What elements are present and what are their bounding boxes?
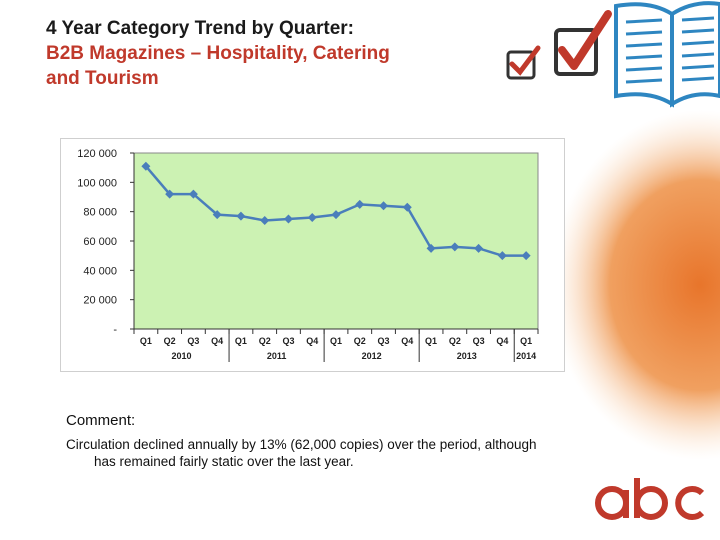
data-point — [307, 213, 317, 223]
title-line-3: and Tourism — [46, 68, 159, 89]
page-title: 4 Year Category Trend by Quarter: B2B Ma… — [46, 16, 506, 91]
y-tick-label: 20 000 — [83, 295, 117, 307]
data-point — [188, 189, 198, 199]
data-point — [355, 199, 365, 209]
x-tick-label: Q2 — [259, 336, 271, 346]
title-line-1: 4 Year Category Trend by Quarter: — [46, 18, 354, 39]
data-point — [331, 210, 341, 220]
x-tick-label: Q3 — [282, 336, 294, 346]
data-point — [141, 161, 151, 171]
year-label: 2014 — [516, 351, 536, 361]
x-tick-label: Q2 — [164, 336, 176, 346]
open-book-icon — [614, 1, 720, 108]
abc-logo — [595, 478, 705, 520]
data-point — [521, 251, 531, 261]
x-tick-label: Q2 — [354, 336, 366, 346]
data-point — [236, 211, 246, 221]
y-tick-label: - — [113, 324, 117, 336]
x-tick-label: Q4 — [401, 336, 413, 346]
y-tick-label: 100 000 — [77, 177, 117, 189]
data-point — [379, 201, 389, 211]
data-point — [497, 251, 507, 261]
year-label: 2011 — [267, 351, 287, 361]
x-tick-label: Q1 — [425, 336, 437, 346]
x-tick-label: Q1 — [235, 336, 247, 346]
comment-text: Circulation declined annually by 13% (62… — [66, 436, 646, 470]
x-tick-label: Q1 — [330, 336, 342, 346]
x-tick-label: Q3 — [378, 336, 390, 346]
x-tick-label: Q1 — [520, 336, 532, 346]
y-tick-label: 40 000 — [83, 265, 117, 277]
year-label: 2010 — [172, 351, 192, 361]
chart-container: - 20 000 40 000 60 000 80 000 100 000 120 000 Q… — [60, 138, 565, 372]
line-chart: - 20 000 40 000 60 000 80 000 100 000 120 000 Q… — [77, 148, 539, 362]
data-point — [260, 215, 270, 225]
checkbox-check-large-icon — [554, 10, 612, 76]
x-tick-label: Q1 — [140, 336, 152, 346]
year-label: 2013 — [457, 351, 477, 361]
comment-heading: Comment: — [66, 412, 136, 429]
x-tick-label: Q2 — [449, 336, 461, 346]
y-tick-label: 80 000 — [83, 207, 117, 219]
y-tick-label: 60 000 — [83, 236, 117, 248]
data-point — [212, 210, 222, 220]
orange-sphere — [550, 110, 720, 460]
data-point — [450, 242, 460, 252]
data-point — [165, 189, 175, 199]
data-point — [283, 214, 293, 224]
x-tick-label: Q4 — [496, 336, 508, 346]
plot-area — [133, 152, 539, 330]
y-tick-label: 120 000 — [77, 148, 117, 160]
data-point — [474, 243, 484, 253]
title-line-2: B2B Magazines – Hospitality, Catering — [46, 43, 390, 64]
data-point — [402, 202, 412, 212]
x-tick-label: Q4 — [211, 336, 223, 346]
comment-line-2: has remained fairly static over the last… — [94, 454, 354, 469]
x-tick-label: Q3 — [187, 336, 199, 346]
data-point — [426, 243, 436, 253]
x-tick-label: Q4 — [306, 336, 318, 346]
checkbox-check-icon — [506, 45, 541, 80]
x-tick-label: Q3 — [473, 336, 485, 346]
year-label: 2012 — [362, 351, 382, 361]
comment-line-1: Circulation declined annually by 13% (62… — [66, 437, 537, 452]
